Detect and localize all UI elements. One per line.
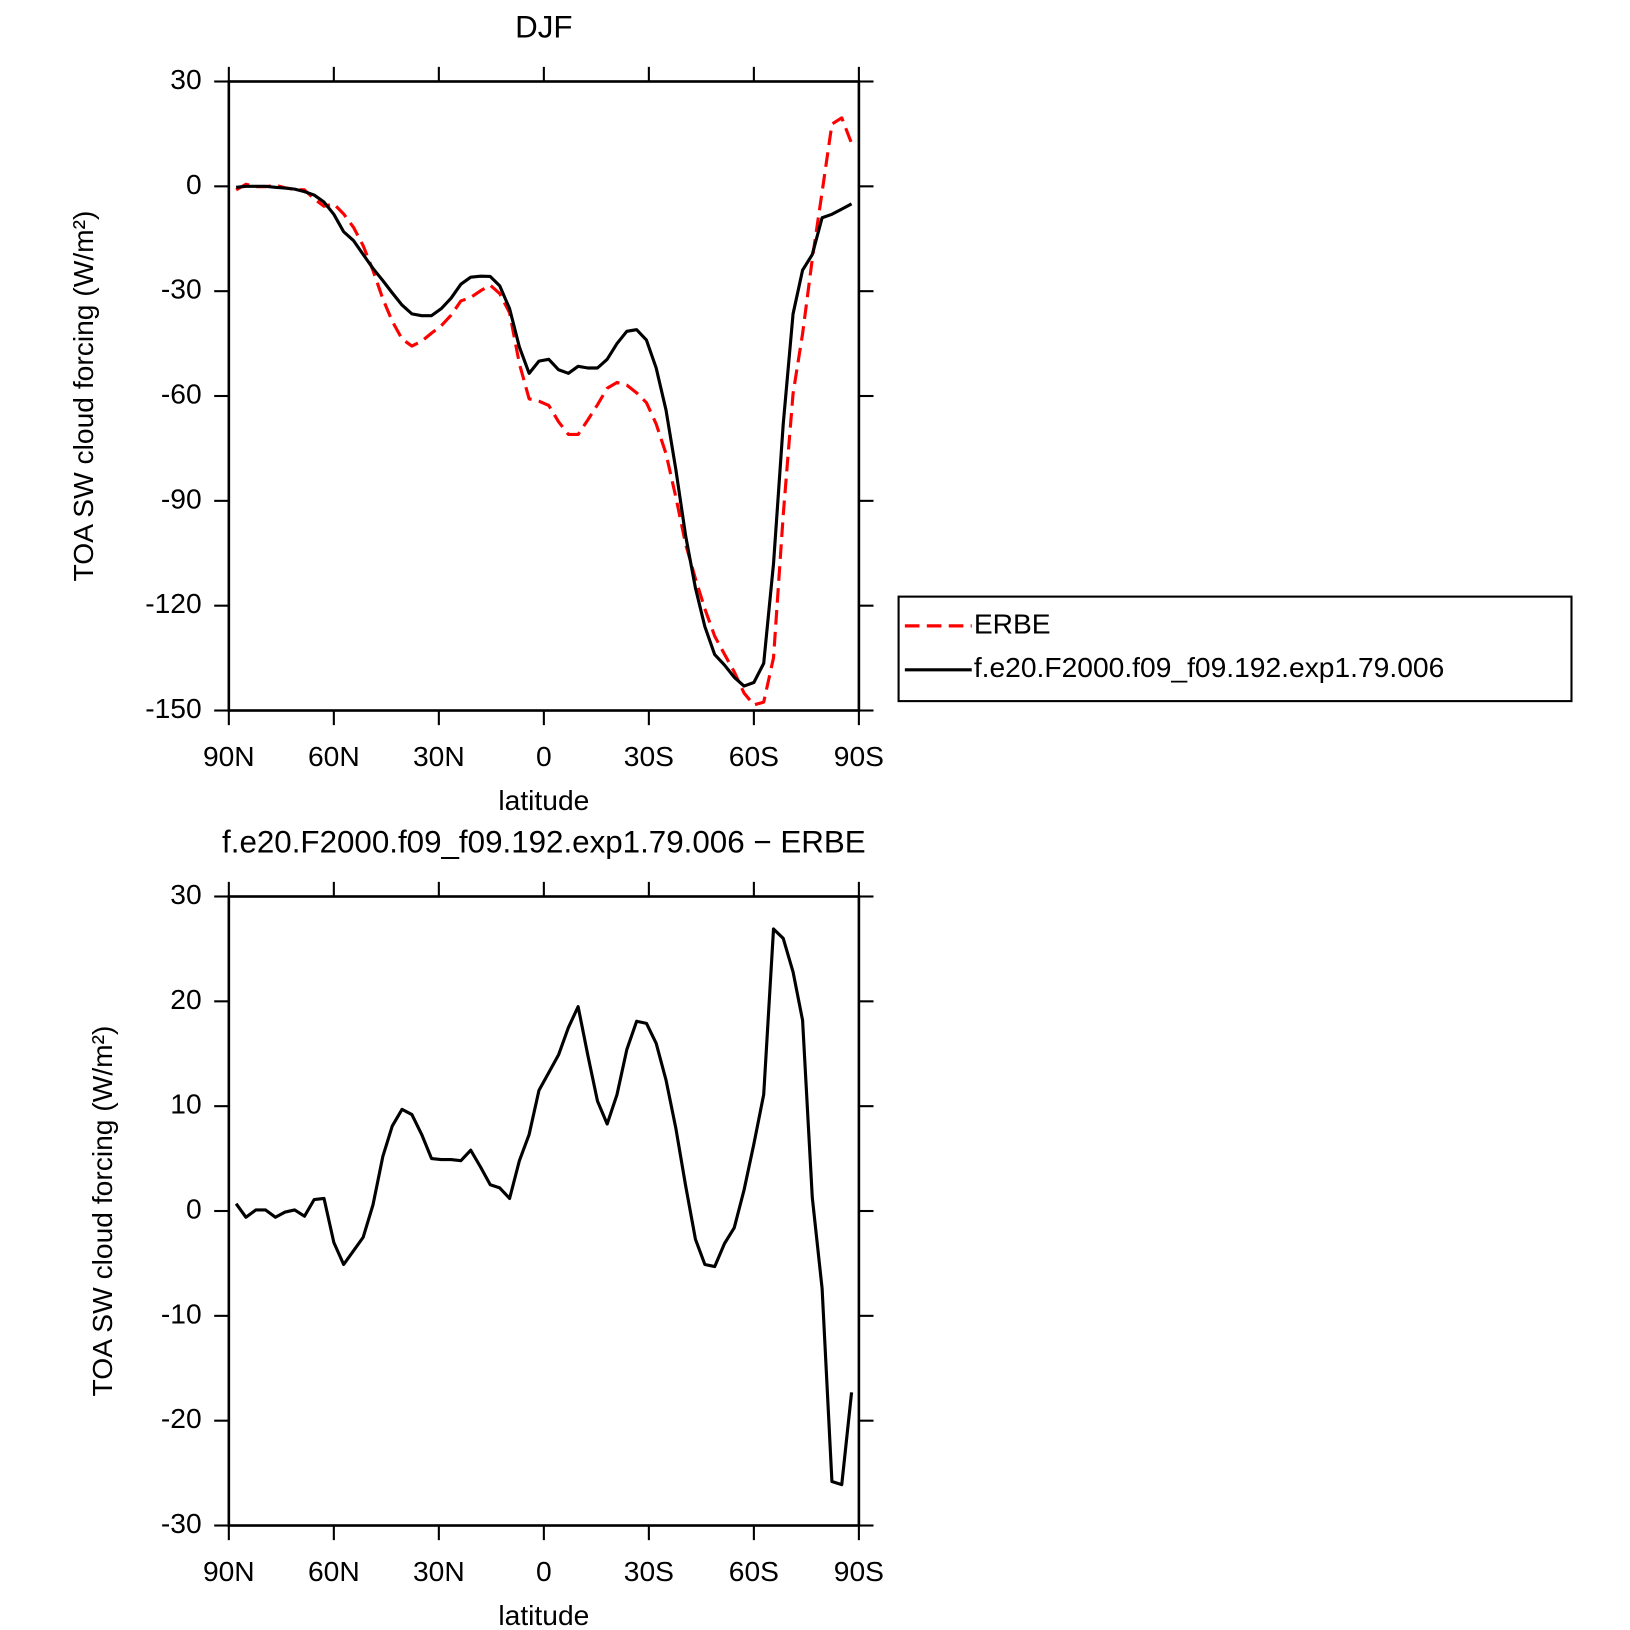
x-tick-label: 90N bbox=[203, 740, 255, 772]
x-axis-label: latitude bbox=[498, 1599, 589, 1630]
x-tick-label: 60S bbox=[729, 740, 779, 772]
x-tick-label: 90S bbox=[834, 1555, 884, 1587]
x-tick-label: 0 bbox=[536, 740, 552, 772]
legend-label: f.e20.F2000.f09_f09.192.exp1.79.006 bbox=[974, 651, 1444, 683]
plot-frame bbox=[227, 895, 861, 1527]
x-tick-label: 90S bbox=[834, 740, 884, 772]
plot-frame bbox=[227, 80, 861, 712]
y-tick-label: -90 bbox=[161, 482, 202, 514]
series-line bbox=[235, 184, 853, 688]
x-tick-label: 60N bbox=[308, 740, 360, 772]
series-line bbox=[234, 927, 854, 1487]
x-axis-label: latitude bbox=[498, 784, 589, 816]
chart-title: DJF bbox=[515, 10, 572, 45]
y-tick-label: -20 bbox=[161, 1402, 202, 1434]
y-tick-label: -60 bbox=[161, 377, 202, 409]
y-tick-label: 30 bbox=[170, 878, 201, 910]
y-tick-label: 10 bbox=[170, 1088, 201, 1120]
y-tick-label: -150 bbox=[145, 692, 201, 724]
y-tick-label: 0 bbox=[186, 168, 202, 200]
y-tick-label: -30 bbox=[161, 273, 202, 305]
y-tick-label: 30 bbox=[170, 63, 201, 95]
y-tick-label: -10 bbox=[161, 1297, 202, 1329]
x-tick-label: 60N bbox=[308, 1555, 360, 1587]
x-tick-label: 30S bbox=[624, 740, 674, 772]
y-tick-label: -120 bbox=[145, 587, 201, 619]
x-tick-label: 90N bbox=[203, 1555, 255, 1587]
x-tick-label: 30N bbox=[413, 1555, 465, 1587]
series-line bbox=[235, 116, 854, 707]
x-tick-label: 60S bbox=[729, 1555, 779, 1587]
x-tick-label: 0 bbox=[536, 1555, 552, 1587]
x-tick-label: 30S bbox=[624, 1555, 674, 1587]
y-axis-label: TOA SW cloud forcing (W/m²) bbox=[67, 211, 99, 582]
y-axis-label: TOA SW cloud forcing (W/m²) bbox=[86, 1026, 118, 1397]
chart-title: f.e20.F2000.f09_f09.192.exp1.79.006 − ER… bbox=[222, 825, 866, 860]
y-tick-label: -30 bbox=[161, 1507, 202, 1539]
legend-label: ERBE bbox=[974, 607, 1051, 639]
x-tick-label: 30N bbox=[413, 740, 465, 772]
legend-box bbox=[897, 595, 1573, 703]
y-tick-label: 0 bbox=[186, 1192, 202, 1224]
y-tick-label: 20 bbox=[170, 983, 201, 1015]
